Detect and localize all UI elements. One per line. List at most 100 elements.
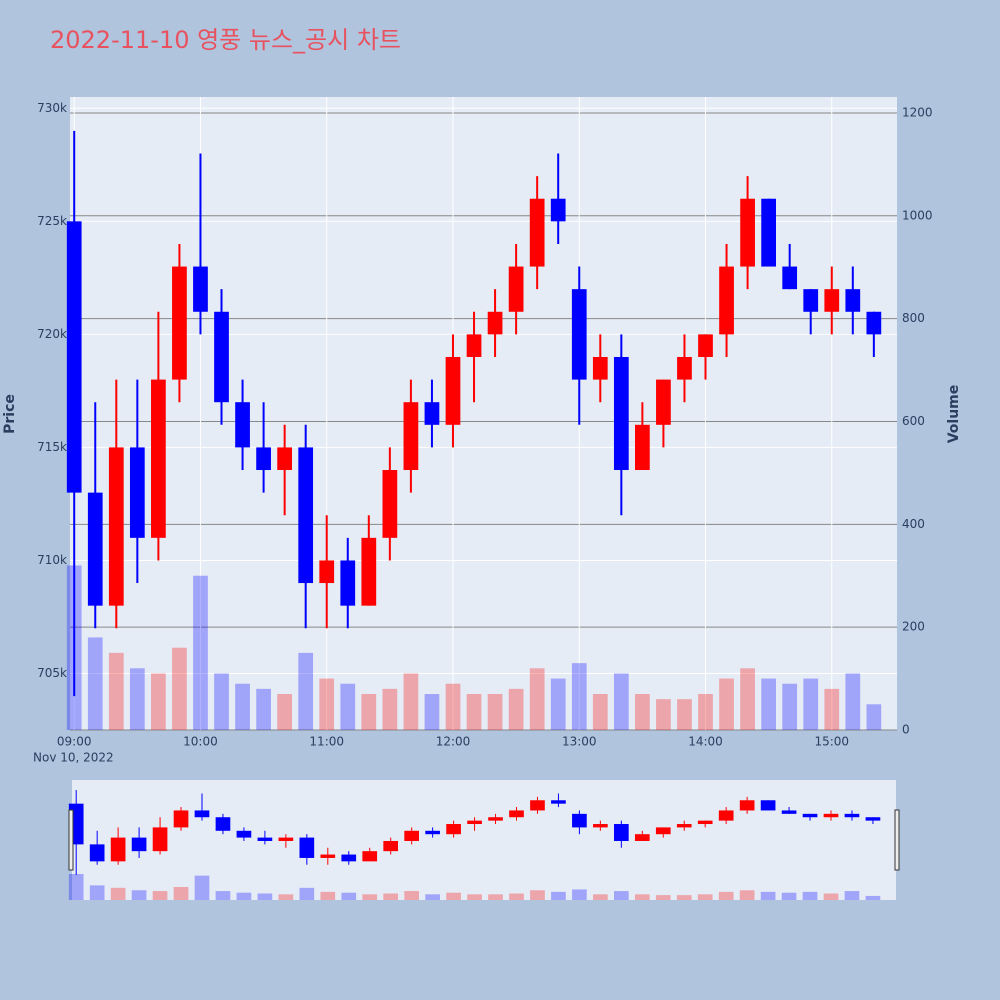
volume-bar	[172, 647, 187, 730]
slider-body	[718, 810, 734, 821]
candle-body	[235, 402, 250, 448]
slider-body	[530, 800, 545, 811]
slider-body	[488, 817, 503, 821]
slider-volume	[278, 894, 294, 900]
x-tick-label: 13:00	[562, 735, 597, 749]
slider-volume	[760, 891, 776, 900]
slider-volume	[844, 891, 860, 900]
slider-volume	[110, 887, 126, 900]
slider-volume	[551, 891, 566, 900]
candle-body	[298, 447, 314, 584]
candle-body	[824, 289, 840, 312]
volume-bar	[656, 699, 671, 730]
x-tick-label: 11:00	[309, 735, 344, 749]
slider-volume	[802, 891, 818, 900]
slider-volume	[236, 892, 252, 900]
candle-body	[87, 492, 103, 606]
y2-tick-label: 400	[902, 517, 925, 531]
slider-volume	[634, 894, 650, 900]
volume-bar	[403, 673, 419, 730]
x-tick-label: 09:00	[57, 735, 92, 749]
slider-body	[362, 851, 378, 862]
candle-body	[508, 266, 524, 312]
candle-body	[487, 311, 503, 335]
y2-tick-label: 1200	[902, 105, 933, 119]
slider-body	[865, 817, 881, 821]
volume-bar	[635, 694, 650, 730]
volume-bar	[193, 575, 208, 730]
x-tick-label: 10:00	[183, 735, 218, 749]
slider-volume	[404, 891, 420, 900]
slider-body	[215, 817, 231, 831]
slider-body	[446, 824, 461, 835]
y-tick-label: 715k	[37, 440, 67, 454]
slider-volume	[383, 893, 399, 900]
y-tick-label: 725k	[37, 214, 67, 228]
candle-body	[445, 356, 461, 425]
volume-bar	[87, 637, 103, 730]
y2-tick-label: 200	[902, 620, 925, 634]
volume-bar	[340, 683, 356, 730]
plot-area	[70, 97, 897, 730]
volume-bar	[361, 694, 377, 730]
y2-axis-title: Volume	[946, 385, 962, 444]
slider-volume	[655, 895, 671, 900]
slider-volume	[299, 887, 315, 900]
slider-volume	[676, 895, 692, 900]
slider-volume	[194, 875, 210, 900]
volume-bar	[445, 683, 461, 730]
slider-body	[278, 837, 294, 841]
volume-bar	[424, 694, 440, 730]
volume-bar	[129, 668, 145, 730]
slider-volume	[572, 889, 587, 900]
volume-bar	[466, 694, 482, 730]
slider-body	[739, 800, 755, 811]
candle-body	[256, 447, 271, 471]
slider-volume	[467, 894, 482, 900]
volume-bar	[108, 652, 124, 730]
range-slider[interactable]	[72, 780, 896, 900]
y-tick-label: 710k	[37, 553, 67, 567]
slider-body	[404, 830, 420, 841]
slider-volume	[593, 894, 608, 900]
y2-tick-label: 800	[902, 311, 925, 325]
slider-volume	[781, 892, 797, 900]
volume-bar	[803, 678, 819, 730]
y2-tick-label: 0	[902, 723, 910, 737]
slider-volume	[509, 893, 524, 900]
chart-title: 2022-11-10 영풍 뉴스_공시 차트	[50, 26, 401, 54]
candle-body	[403, 402, 419, 471]
candle-body	[761, 198, 777, 267]
slider-volume	[823, 893, 839, 900]
slider-body	[110, 837, 126, 862]
slider-body	[802, 813, 818, 818]
slider-handle[interactable]	[894, 809, 900, 871]
candle-body	[592, 356, 608, 380]
slider-body	[152, 827, 168, 852]
slider-body	[194, 810, 210, 818]
volume-bar	[866, 704, 882, 730]
volume-bar	[487, 694, 503, 730]
x-date-label: Nov 10, 2022	[33, 751, 114, 765]
slider-body	[593, 824, 608, 828]
slider-volume	[530, 890, 545, 900]
candle-body	[635, 424, 650, 471]
slider-body	[236, 830, 252, 838]
candle-body	[466, 334, 482, 357]
slider-volume	[446, 892, 461, 900]
candle-body	[361, 537, 377, 606]
volume-bar	[277, 694, 293, 730]
slider-volume	[173, 887, 189, 900]
candle-body	[613, 356, 629, 471]
candle-body	[193, 266, 208, 312]
slider-volume	[362, 894, 378, 900]
slider-handle[interactable]	[68, 809, 74, 871]
candle-body	[172, 266, 187, 380]
slider-body	[173, 810, 189, 828]
slider-volume	[215, 891, 231, 900]
slider-body	[341, 854, 357, 862]
slider-volume	[697, 894, 713, 900]
volume-bar	[571, 663, 587, 730]
